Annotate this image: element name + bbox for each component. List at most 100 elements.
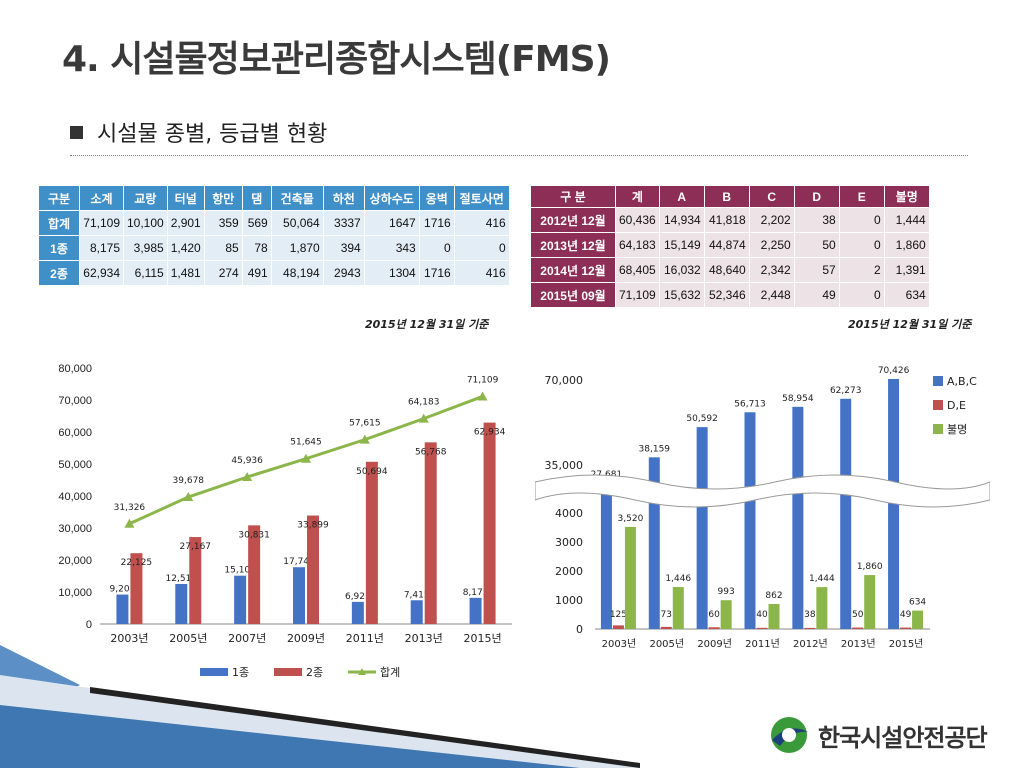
type-trend-chart-svg: 0 10,000 20,000 30,000 40,000 50,000 60,000 70,… [58, 363, 512, 679]
table-type-note: 2015년 12월 31일 기준 [365, 318, 489, 331]
table-cell: 2,901 [166, 210, 205, 236]
y-tick-label: 60,000 [58, 427, 92, 439]
line-marker [301, 453, 311, 463]
bar-D,E [852, 627, 864, 629]
column-header: 소계 [79, 185, 124, 211]
bar-A,B,C [792, 406, 804, 629]
y-tick-label: 10,000 [58, 587, 92, 599]
y-tick-label: 50,000 [58, 459, 92, 471]
y-tick-label: 4000 [555, 507, 583, 520]
y-tick-label: 0 [576, 623, 583, 636]
line-marker [477, 391, 488, 401]
y-tick-label: 80,000 [58, 363, 92, 375]
bar-1종 [116, 594, 129, 624]
table-cell: 0 [418, 235, 455, 261]
table-cell: 85 [203, 235, 243, 261]
deco-band-dark [90, 687, 640, 768]
table-cell: 41,818 [703, 207, 750, 233]
table-cell: 48,640 [703, 257, 750, 283]
bar-1종 [234, 575, 247, 624]
x-tick-label: 2009년 [697, 638, 732, 650]
table-cell: 1716 [418, 210, 455, 236]
data-label: 58,954 [782, 394, 814, 404]
table-row: 1종 8,175 3,985 1,420 85 78 1,870 394 343 0 0 [38, 235, 510, 261]
logo-mark-icon [771, 717, 808, 753]
table-cell: 78 [241, 235, 272, 261]
line-marker [359, 434, 370, 444]
data-label: 634 [909, 598, 926, 608]
data-label: 862 [765, 591, 782, 601]
bar-A,B,C [744, 412, 756, 629]
legend-swatch [933, 400, 943, 410]
bar-1종 [293, 567, 305, 624]
table-cell: 634 [883, 282, 930, 308]
line-marker [183, 492, 194, 502]
table-cell: 68,405 [615, 257, 660, 283]
table-cell: 0 [838, 232, 885, 258]
table-row: 2012년 12월 60,436 14,934 41,818 2,202 38 0 1,444 [530, 207, 930, 233]
column-header: 하천 [322, 185, 365, 211]
bar-A,B,C [840, 398, 852, 629]
table-cell: 569 [241, 210, 272, 236]
table-cell: 8,175 [79, 235, 124, 261]
legend-swatch [274, 668, 302, 676]
bar-1종 [175, 583, 188, 624]
table-cell: 64,183 [615, 232, 660, 258]
table-row: 2015년 09월 71,109 15,632 52,346 2,448 49 0 634 [530, 282, 930, 308]
data-label: 27,167 [180, 542, 212, 552]
column-header: 불명 [883, 185, 930, 208]
bar-1종 [469, 597, 482, 624]
org-name: 한국시설안전공단 [818, 724, 988, 752]
data-label: 39,678 [173, 476, 205, 486]
bar-불명 [768, 604, 780, 629]
table-cell: 3337 [322, 210, 365, 236]
table-cell: 62,934 [79, 260, 124, 286]
x-tick-label: 2005년 [649, 638, 684, 650]
column-header: 계 [615, 185, 660, 208]
legend-label: 불명 [947, 423, 967, 436]
bar-불명 [672, 587, 684, 629]
table-cell: 2,342 [748, 257, 795, 283]
y-tick-label: 20,000 [58, 555, 92, 567]
row-header: 2012년 12월 [530, 207, 616, 233]
data-label: 38 [804, 610, 816, 620]
data-label: 125 [610, 610, 627, 620]
y-tick-label: 70,000 [545, 374, 584, 387]
bar-D,E [660, 626, 672, 629]
header-row: 구 분 계 A B C D E 불명 [530, 185, 930, 208]
table-cell: 1,860 [883, 232, 930, 258]
table-cell: 2,202 [748, 207, 795, 233]
grade-trend-chart: 35,00070,000010002000300040002003년27,681… [534, 350, 991, 665]
table-row: 2013년 12월 64,183 15,149 44,874 2,250 50 0 1,860 [530, 232, 930, 258]
data-label: 60 [708, 610, 720, 620]
legend-label: 합계 [380, 666, 400, 679]
data-label: 73 [661, 610, 672, 620]
bar-D,E [756, 627, 768, 629]
table-cell: 6,115 [123, 260, 168, 286]
table-cell: 49 [793, 282, 840, 308]
x-tick-label: 2003년 [110, 632, 148, 645]
x-tick-label: 2012년 [793, 638, 828, 650]
x-tick-label: 2007년 [228, 632, 266, 645]
y-tick-label: 40,000 [58, 491, 92, 503]
table-cell: 0 [838, 207, 885, 233]
y-tick-label: 2000 [555, 565, 583, 578]
bar-불명 [720, 600, 732, 629]
x-tick-label: 2015년 [464, 632, 502, 645]
legend-label: D,E [947, 399, 966, 412]
column-header: E [838, 185, 885, 208]
legend-swatch [200, 668, 228, 676]
bar-D,E [612, 625, 624, 629]
bar-D,E [804, 627, 816, 629]
table-cell: 71,109 [615, 282, 660, 308]
bar-불명 [624, 526, 636, 629]
y-tick-label: 30,000 [58, 523, 92, 535]
x-tick-label: 2011년 [346, 632, 384, 645]
legend-marker [358, 668, 366, 675]
column-header: 항만 [203, 185, 243, 211]
data-label: 71,109 [467, 375, 499, 385]
column-header: 상하수도 [363, 185, 420, 211]
x-tick-label: 2013년 [841, 638, 876, 650]
bottom-decoration [0, 645, 640, 768]
table-cell: 16,032 [658, 257, 705, 283]
